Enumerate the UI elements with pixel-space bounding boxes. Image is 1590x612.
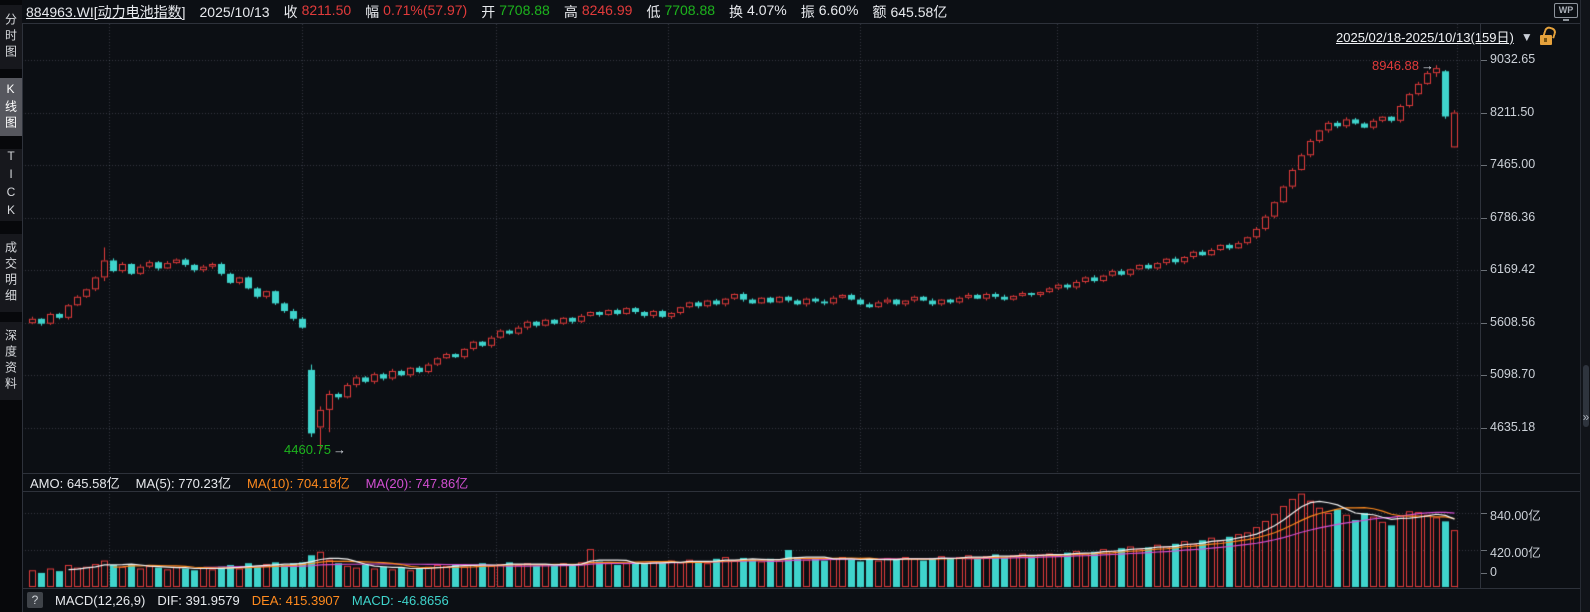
field-value: 8246.99 [581,1,633,18]
quote-field: 额 645.58亿 [872,2,947,22]
quote-field: 振 6.60% [801,2,859,22]
axis-tick [1481,113,1487,114]
vol-ma10-value: MA(10): 704.18亿 [246,475,350,491]
quote-field: 高 8246.99 [564,2,633,22]
vol-ma5-value: MA(5): 770.23亿 [135,475,231,491]
unlock-icon[interactable] [1539,35,1552,45]
axis-tick [1481,323,1487,324]
pane-divider [22,473,1580,474]
symbol-title[interactable]: 884963.WI[动力电池指数] [26,3,186,20]
quote-fields: 收 8211.50 幅 0.71%(57.97) 开 7708.88 高 8246.99 低 77… [284,2,948,22]
expand-panel-icon[interactable]: » [1582,410,1590,424]
axis-divider [1480,24,1481,588]
date-range-selector[interactable]: 2025/02/18-2025/10/13(159日) [1336,30,1514,45]
left-tab-sidebar: 分时图 K线图 TICK 成交明细深度资料 [0,0,22,612]
right-rail: » [1580,0,1590,612]
macd-value: MACD: -46.8656 [351,592,449,608]
volume-chart-canvas[interactable] [22,491,1480,588]
sidebar-item-timeline[interactable]: 分时图 [0,5,22,69]
scrollbar-thumb[interactable] [1583,365,1589,427]
volume-axis-label: 420.00亿 [1490,546,1541,560]
axis-tick [1481,375,1487,376]
sidebar-item-tick[interactable]: TICK [0,149,22,221]
macd-label[interactable]: MACD(12,26,9) [55,592,146,608]
field-label: 额 [872,3,887,20]
quote-field: 开 7708.88 [481,2,550,22]
chevron-down-icon[interactable]: ▼ [1520,29,1533,44]
date-range-bar: 2025/02/18-2025/10/13(159日) ▼ [1336,27,1552,46]
axis-tick [1481,60,1487,61]
field-value: 8211.50 [301,1,352,18]
arrow-right-icon: → [333,442,346,457]
volume-axis-label: 0 [1490,565,1497,579]
field-label: 高 [563,3,578,20]
field-value: 645.58亿 [890,3,948,20]
field-value: 7708.88 [664,1,716,18]
candlestick-chart-canvas[interactable] [22,24,1480,473]
field-value: 6.60% [818,1,859,18]
sidebar-item-depth[interactable]: 深度资料 [0,322,22,400]
low-price-annotation: 4460.75 → [284,442,346,457]
price-axis-label: 4635.18 [1490,420,1536,434]
quote-field: 低 7708.88 [646,2,715,22]
volume-axis-label: 840.00亿 [1490,509,1541,523]
field-label: 收 [283,3,298,20]
field-label: 振 [800,3,815,20]
field-value: 4.07% [747,1,787,18]
axis-tick [1481,270,1487,271]
amo-value: AMO: 645.58亿 [30,475,120,491]
macd-indicator-row: ? MACD(12,26,9) DIF: 391.9579 DEA: 415.3… [22,589,1480,611]
high-price-label: 8946.88 [1372,58,1419,73]
quote-field: 换 4.07% [729,2,787,22]
field-value: 7708.88 [499,1,550,18]
arrow-right-icon: → [1421,58,1434,73]
axis-tick [1481,550,1487,551]
quote-header: 884963.WI[动力电池指数] 2025/10/13 收 8211.50 幅 0.… [22,0,1590,24]
quote-field: 收 8211.50 [284,2,352,22]
price-axis-label: 5608.56 [1490,315,1536,329]
field-label: 低 [646,3,661,20]
sidebar-item-trade-detail[interactable]: 成交明细 [0,234,22,312]
field-value: 0.71%(57.97) [383,1,468,18]
wp-monitor-icon[interactable]: WP [1554,3,1578,21]
price-axis-label: 8211.50 [1490,105,1535,119]
field-label: 换 [729,3,744,20]
pane-divider [22,491,1580,492]
axis-tick [1481,573,1487,574]
vol-ma20-value: MA(20): 747.86亿 [365,475,469,491]
price-axis-label: 6786.36 [1490,210,1536,224]
pane-divider [22,588,1580,589]
sidebar-item-kline[interactable]: K线图 [0,78,22,136]
axis-tick [1481,513,1487,514]
axis-tick [1481,428,1487,429]
axis-tick [1481,218,1487,219]
low-price-label: 4460.75 [284,442,331,457]
quote-date: 2025/10/13 [199,3,270,20]
price-axis-label: 7465.00 [1490,157,1536,171]
price-axis-label: 9032.65 [1490,52,1536,66]
field-label: 幅 [365,3,380,20]
price-axis-label: 5098.70 [1490,367,1536,381]
pane-divider [22,24,23,612]
quote-field: 幅 0.71%(57.97) [365,2,467,22]
price-axis-label: 6169.42 [1490,262,1536,276]
macd-dif-value: DIF: 391.9579 [157,592,240,608]
help-icon[interactable]: ? [27,592,43,608]
macd-dea-value: DEA: 415.3907 [251,592,340,608]
axis-tick [1481,165,1487,166]
volume-indicator-row: AMO: 645.58亿 MA(5): 770.23亿 MA(10): 704.… [22,473,1480,491]
high-price-annotation: 8946.88 → [1372,58,1434,73]
field-label: 开 [481,3,496,20]
